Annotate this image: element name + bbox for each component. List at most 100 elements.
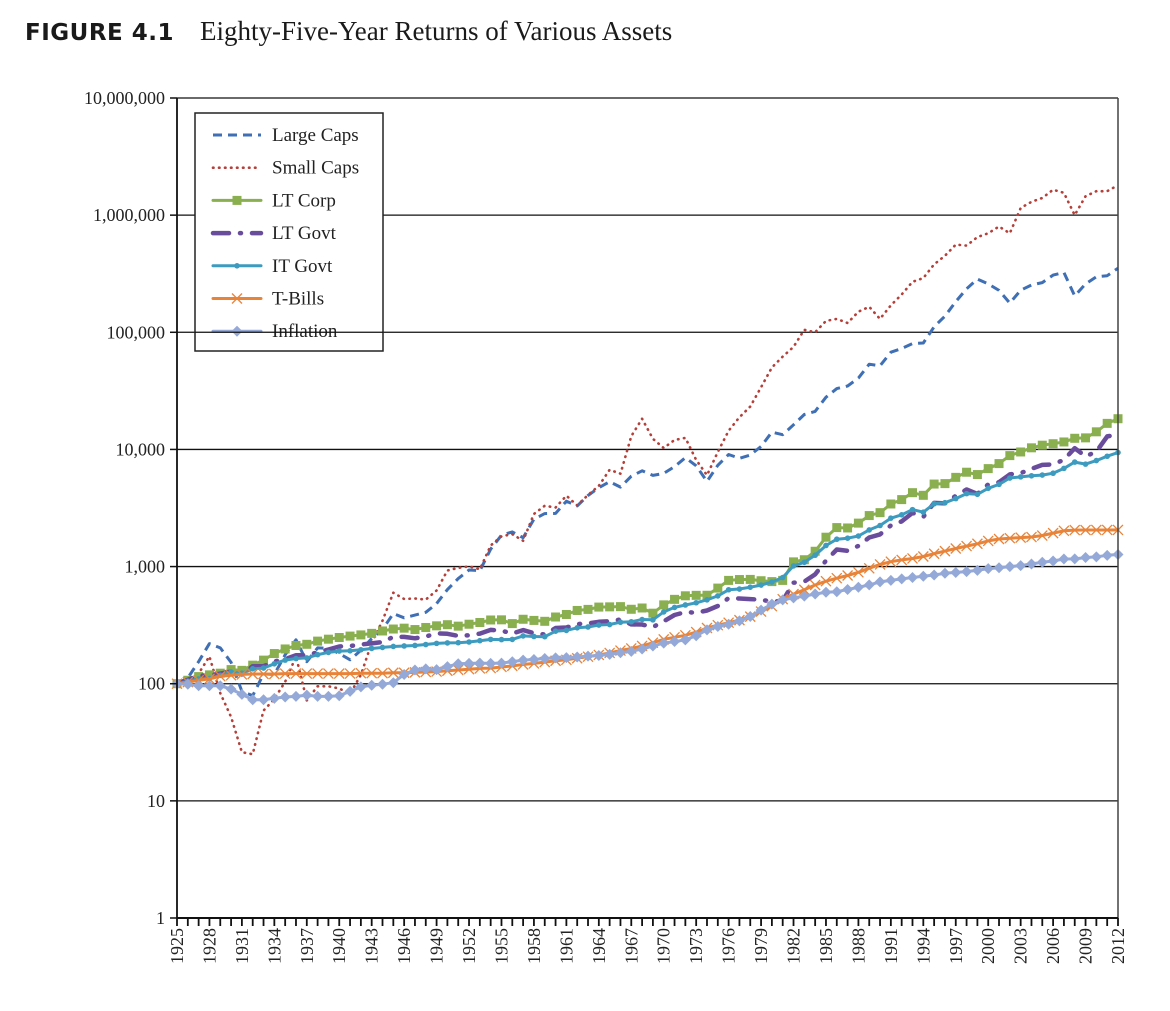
diamond-marker [474, 657, 486, 669]
x-marker [939, 545, 951, 557]
y-tick-label: 10 [147, 791, 165, 811]
diamond-marker [333, 690, 345, 702]
circle-marker [433, 640, 440, 647]
diamond-marker [431, 664, 443, 676]
diamond-marker [485, 657, 497, 669]
x-tick-label: 1934 [264, 928, 284, 964]
diamond-marker [517, 654, 529, 666]
circle-marker [303, 655, 310, 661]
x-marker [452, 664, 464, 676]
circle-marker [996, 481, 1002, 488]
circle-marker [1061, 465, 1067, 472]
series-small-caps [175, 183, 1120, 756]
square-marker [951, 472, 961, 482]
diamond-marker [1101, 549, 1113, 561]
diamond-marker [993, 562, 1005, 574]
square-marker [464, 619, 474, 629]
square-marker [237, 665, 247, 675]
square-marker [918, 490, 928, 500]
square-marker [648, 608, 658, 618]
diamond-marker [820, 586, 832, 598]
square-marker [518, 614, 528, 624]
circle-marker [963, 490, 970, 497]
square-marker [367, 628, 377, 638]
y-tick-label: 100,000 [107, 322, 166, 342]
x-marker [852, 566, 864, 578]
y-tick-label: 1,000 [125, 557, 166, 577]
circle-marker [779, 574, 786, 581]
series-line [175, 528, 1120, 686]
x-marker [258, 668, 269, 680]
y-tick-label: 1,000,000 [93, 205, 165, 225]
circle-marker [531, 633, 537, 640]
legend-item: Large Caps [213, 125, 359, 146]
diamond-marker [214, 680, 226, 692]
diamond-marker [928, 569, 940, 581]
figure-title: FIGURE 4.1 Eighty-Five-Year Returns of V… [25, 16, 672, 47]
circle-marker [942, 499, 948, 506]
circle-marker [455, 639, 462, 646]
circle-marker [347, 647, 353, 654]
x-tick-label: 1931 [232, 928, 252, 964]
x-marker [1047, 527, 1059, 539]
x-tick-label: 1967 [621, 928, 641, 964]
square-marker [897, 495, 907, 505]
diamond-marker [831, 586, 843, 598]
circle-marker [769, 579, 775, 585]
x-marker [863, 562, 875, 574]
diamond-marker [1058, 553, 1070, 565]
diamond-marker [636, 643, 648, 655]
square-marker [583, 604, 593, 614]
circle-marker [1039, 472, 1046, 478]
circle-marker [628, 618, 635, 625]
legend-label: LT Govt [272, 223, 337, 244]
circle-marker [487, 636, 494, 643]
circle-marker [693, 599, 699, 606]
figure-number: FIGURE 4.1 [25, 20, 174, 46]
y-tick-label: 10,000,000 [84, 88, 165, 108]
square-marker [421, 622, 431, 632]
x-marker [907, 552, 918, 564]
diamond-marker [798, 590, 810, 602]
x-marker [463, 663, 475, 675]
diamond-marker [755, 604, 767, 616]
x-tick-label: 1976 [719, 928, 739, 964]
diamond-marker [463, 657, 475, 669]
diamond-marker [1090, 551, 1102, 563]
square-marker [410, 625, 420, 635]
x-tick-label: 1985 [816, 928, 836, 964]
x-marker [809, 579, 821, 591]
circle-marker [1104, 453, 1110, 460]
x-marker [231, 293, 243, 304]
y-tick-label: 100 [138, 674, 165, 694]
square-marker [1102, 418, 1112, 428]
circle-marker [260, 665, 267, 671]
x-tick-label: 1937 [297, 928, 317, 964]
legend-label: Small Caps [272, 158, 359, 179]
legend-item: IT Govt [211, 256, 333, 277]
y-tick-label: 10,000 [116, 439, 166, 459]
circle-marker [466, 639, 472, 645]
diamond-marker [842, 584, 854, 596]
diamond-marker [950, 566, 962, 578]
diamond-marker [550, 652, 562, 664]
x-marker [301, 668, 313, 680]
diamond-marker [528, 653, 540, 665]
circle-marker [379, 644, 386, 651]
circle-marker [293, 655, 299, 662]
x-marker [1080, 524, 1092, 536]
square-marker [1037, 440, 1047, 450]
circle-marker [325, 649, 332, 656]
square-marker [972, 470, 982, 480]
circle-marker [844, 535, 851, 541]
x-marker [993, 533, 1005, 545]
circle-marker [422, 641, 429, 648]
legend: Large Caps Small Caps LT Corp LT Govt IT Gov… [194, 112, 384, 352]
diamond-marker [377, 678, 389, 690]
circle-marker [952, 495, 959, 502]
series-line [175, 553, 1120, 702]
square-marker [551, 612, 561, 622]
x-marker [312, 668, 324, 680]
diamond-marker [971, 564, 983, 576]
